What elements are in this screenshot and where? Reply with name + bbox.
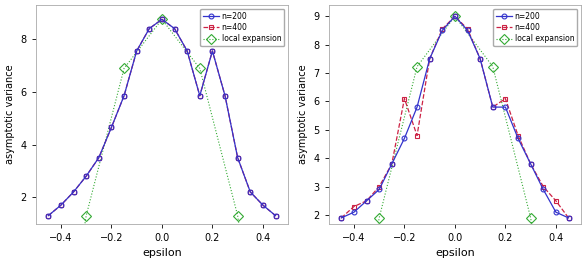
X-axis label: epsilon: epsilon xyxy=(435,248,475,258)
Legend: n=200, n=400, local expansion: n=200, n=400, local expansion xyxy=(493,9,577,46)
Legend: n=200, n=400, local expansion: n=200, n=400, local expansion xyxy=(200,9,284,46)
Y-axis label: asymptotic variance: asymptotic variance xyxy=(298,64,308,164)
X-axis label: epsilon: epsilon xyxy=(142,248,182,258)
Y-axis label: asymptotic variance: asymptotic variance xyxy=(5,64,15,164)
